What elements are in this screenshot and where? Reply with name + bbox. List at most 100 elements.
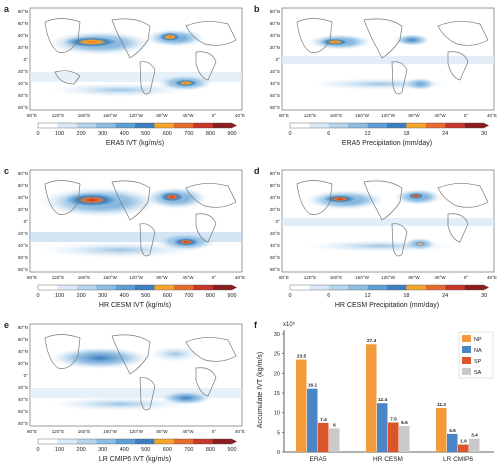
colorbar-segment <box>309 123 329 128</box>
colorbar-segment <box>76 285 97 290</box>
colorbar-segment <box>425 285 446 290</box>
lat-label: 20°N <box>18 361 28 366</box>
lat-label: 60°N <box>270 183 280 188</box>
lat-label: 40°N <box>18 195 28 200</box>
lon-label: 120°E <box>52 429 65 434</box>
colorbar-outline <box>37 438 233 445</box>
colorbar-tick: 500 <box>141 447 150 453</box>
bar-value-label: 7.5 <box>390 417 397 423</box>
colorbar-tick: 30 <box>481 131 487 137</box>
colorbar-segment <box>212 123 233 128</box>
lat-label: 40°S <box>270 81 280 86</box>
lon-label: 40°W <box>434 275 446 280</box>
lat-label: 20°N <box>270 45 280 50</box>
panel-letter: d <box>254 166 260 176</box>
colorbar-segment <box>135 285 155 290</box>
precip-field <box>282 189 494 252</box>
colorbar-segment <box>135 123 155 128</box>
colorbar-segment <box>57 439 77 444</box>
lat-label: 80°N <box>18 171 28 176</box>
lat-label: 20°S <box>270 231 280 236</box>
colorbar-segment <box>96 439 116 444</box>
lon-label: 80°W <box>408 113 420 118</box>
colorbar-tick: 600 <box>163 131 172 137</box>
lon-label: 40°W <box>182 429 194 434</box>
y-tick-label: 10 <box>274 411 280 417</box>
colorbar-tick: 24 <box>442 131 448 137</box>
colorbar-segment <box>387 285 407 290</box>
colorbar-tick: 6 <box>327 293 330 299</box>
panel-letter: e <box>4 320 9 330</box>
bar <box>388 422 399 452</box>
colorbar-tick: 0 <box>36 293 39 299</box>
y-exponent: x10⁵ <box>283 321 296 328</box>
colorbar-tick: 800 <box>206 447 215 453</box>
panel-f: f x10⁵ Accumulate IVT (kg/m/s) 0 5 10 15 20 2… <box>254 320 494 463</box>
lon-label: 40°E <box>235 275 245 280</box>
bar-value-label: 12.4 <box>378 397 388 403</box>
lat-label: 0° <box>24 219 29 224</box>
lat-label: 40°S <box>18 81 28 86</box>
colorbar-tick: 200 <box>77 293 86 299</box>
legend-entry: NA <box>474 348 482 354</box>
lat-label: 80°N <box>18 325 28 330</box>
panel-c: c <box>4 166 243 273</box>
colorbar-tick: 900 <box>227 131 236 137</box>
lon-label: 80°E <box>279 275 289 280</box>
lon-label: 160°E <box>330 275 343 280</box>
lon-label: 80°E <box>279 113 289 118</box>
colorbar-tick: 500 <box>141 293 150 299</box>
lon-label: 160°E <box>330 113 343 118</box>
lat-label: 80°N <box>270 171 280 176</box>
lon-label: 120°W <box>129 275 144 280</box>
colorbar-tick: 700 <box>184 293 193 299</box>
colorbar-extend-arrow <box>484 123 489 128</box>
lat-label: 0° <box>24 57 29 62</box>
legend-swatch <box>462 368 471 375</box>
coastlines <box>44 334 237 411</box>
legend-swatch <box>462 346 471 353</box>
bar-value-label: 27.4 <box>367 338 377 344</box>
colorbar-extend-arrow <box>232 439 237 444</box>
colorbar-segment <box>425 123 446 128</box>
legend-entry: SA <box>474 370 482 376</box>
legend-swatch <box>462 357 471 364</box>
panel-a: a <box>4 4 243 111</box>
panel-caption: HR CESM Precipitation (mm/day) <box>335 302 439 309</box>
y-tick-label: 20 <box>274 371 280 377</box>
lon-label: 80°W <box>156 113 168 118</box>
colorbar-segment <box>464 285 485 290</box>
colorbar-segment <box>115 439 136 444</box>
ivt-field <box>30 29 242 97</box>
bar-value-label: 16.1 <box>308 383 318 389</box>
lat-label: 60°N <box>18 337 28 342</box>
lat-label: 60°S <box>18 255 28 260</box>
lon-label: 40°E <box>235 113 245 118</box>
bar-value-label: 4.6 <box>449 428 456 434</box>
lat-label: 20°S <box>270 69 280 74</box>
bar <box>318 422 329 452</box>
panel-letter: b <box>254 4 260 14</box>
colorbar-segment <box>38 439 58 444</box>
lon-label: 80°E <box>27 113 37 118</box>
x-tick-label: HR CESM <box>373 456 403 463</box>
colorbar-outline <box>37 122 233 129</box>
y-axis-label: Accumulate IVT (kg/m/s) <box>257 352 264 429</box>
colorbar-segment <box>38 285 58 290</box>
colorbar-tick: 400 <box>120 131 129 137</box>
ivt-field <box>30 346 242 411</box>
colorbar-segment <box>193 285 213 290</box>
colorbar-segment <box>38 123 58 128</box>
panel-caption: ERA5 IVT (kg/m/s) <box>106 140 164 147</box>
lon-label: 160°E <box>78 275 91 280</box>
bar-value-label: 23.5 <box>297 354 307 360</box>
lon-label: 120°W <box>129 113 144 118</box>
bar <box>447 433 458 452</box>
colorbar-segment <box>96 285 116 290</box>
y-tick-label: 25 <box>274 352 280 358</box>
lon-label: 160°E <box>78 429 91 434</box>
legend-swatch <box>462 335 471 342</box>
colorbar-tick: 200 <box>77 131 86 137</box>
lat-label: 0° <box>276 57 281 62</box>
